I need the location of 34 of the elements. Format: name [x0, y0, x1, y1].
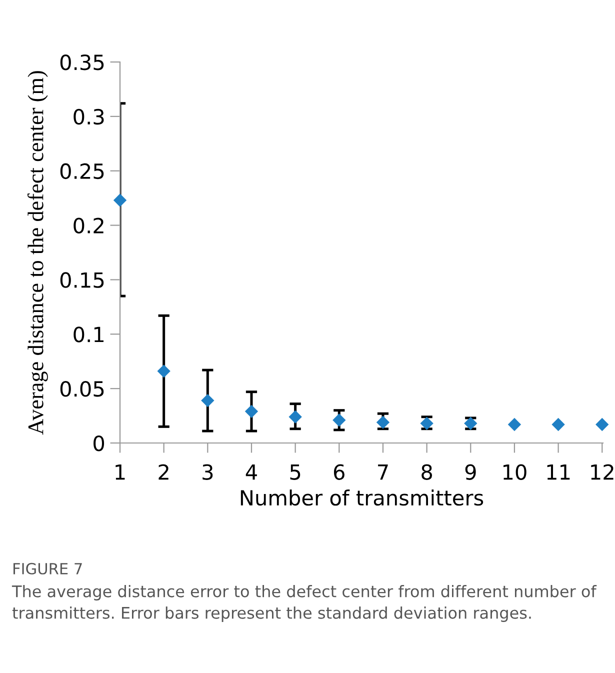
y-tick-label: 0.2	[74, 218, 104, 234]
x-tick-label: 2	[158, 464, 168, 480]
x-axis-title: Number of transmitters	[240, 490, 484, 506]
point	[288, 410, 302, 424]
x-tick-label: 9	[465, 464, 476, 480]
point	[157, 364, 170, 378]
x-tick-label: 7	[378, 464, 388, 480]
x-tick-label: 12	[591, 464, 614, 480]
y-tick-label: 0.1	[74, 326, 104, 342]
x-tick-label: 3	[202, 464, 213, 480]
x-tick-label: 5	[290, 464, 300, 480]
y-tick-label: 0.35	[60, 54, 104, 70]
x-tick-label: 10	[504, 464, 526, 480]
point	[332, 414, 346, 427]
text: The average distance error to the defect center from different number of transmitters. Error bars represent the standard deviation ranges.	[12, 585, 597, 622]
y-axis-title: Average distance to the defect center (m)	[27, 71, 48, 435]
point	[201, 394, 214, 408]
y-tick-label: 0.25	[60, 163, 104, 180]
x-tick-label: 11	[547, 464, 570, 480]
y-tick-label: 0	[94, 435, 104, 452]
y-tick-label: 0.15	[60, 272, 104, 288]
y-tick-label: 0.3	[74, 108, 104, 125]
point	[552, 418, 565, 432]
x-tick-label: 6	[334, 464, 344, 480]
point	[508, 418, 522, 432]
point	[244, 404, 258, 418]
x-tick-label: 1	[116, 464, 125, 480]
caption: FIGURE 7	[14, 562, 82, 574]
point	[376, 416, 390, 429]
point	[113, 194, 127, 207]
x-tick-label: 8	[422, 464, 432, 480]
y-tick-label: 0.05	[60, 381, 104, 397]
point	[596, 418, 609, 432]
x-tick-label: 4	[246, 464, 257, 480]
